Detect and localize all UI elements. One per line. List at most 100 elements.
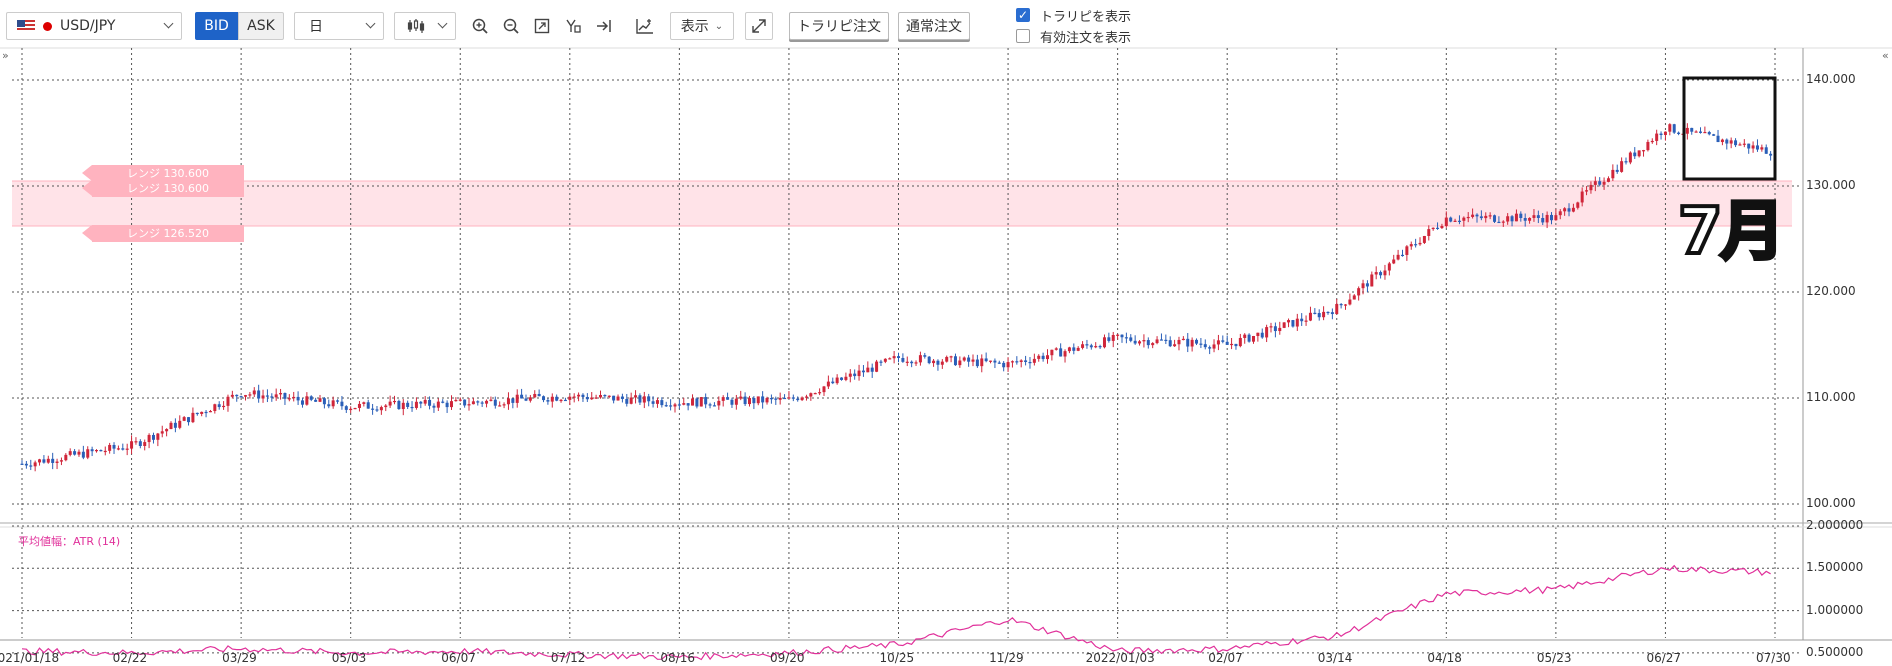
candle-body	[287, 398, 291, 400]
candle-body	[1497, 221, 1501, 224]
candle-body	[743, 396, 747, 405]
candle-body	[1668, 124, 1672, 132]
checkbox-checked-icon: ✓	[1016, 8, 1030, 22]
candle-body	[1593, 181, 1597, 185]
candle-body	[1089, 345, 1093, 348]
candle-body	[581, 394, 585, 397]
time-tick-label: 05/03	[331, 651, 367, 665]
candle-body	[831, 381, 835, 384]
candle-body	[1755, 145, 1759, 150]
candle-body	[638, 395, 642, 403]
candle-body	[1370, 274, 1374, 287]
candle-body	[1379, 272, 1383, 276]
candle-body	[279, 392, 283, 395]
candle-body	[559, 399, 563, 402]
candle-body	[59, 460, 63, 462]
candle-body	[1663, 131, 1667, 136]
show-active-orders-toggle[interactable]: 有効注文を表示	[1016, 27, 1196, 46]
candle-body	[375, 409, 379, 411]
candle-body	[1541, 217, 1545, 223]
grid	[12, 48, 1800, 654]
time-tick-label: 04/18	[1427, 651, 1462, 665]
candle-body	[1076, 347, 1080, 351]
candle-body	[1418, 242, 1422, 245]
candle-body	[1729, 140, 1733, 144]
candle-body	[384, 405, 388, 408]
candle-body	[765, 398, 769, 403]
candle-body	[20, 463, 24, 465]
candle-body	[1598, 181, 1602, 185]
candle-body	[349, 408, 353, 411]
time-tick-label: 02/22	[112, 651, 148, 665]
candle-body	[1365, 283, 1369, 287]
highlight-box	[1682, 76, 1777, 181]
chart-type-select[interactable]	[394, 12, 456, 40]
range-tag[interactable]: レンジ 130.600	[82, 180, 244, 197]
candle-body	[1405, 246, 1409, 255]
candle-body	[1116, 334, 1120, 336]
candle-body	[81, 451, 85, 458]
candle-body	[1387, 263, 1391, 271]
zoom-in-icon[interactable]	[467, 12, 493, 40]
candle-body	[861, 370, 865, 373]
candle-body	[160, 431, 164, 434]
candle-body	[406, 402, 410, 407]
candle-body	[866, 367, 870, 373]
candle-body	[1173, 344, 1177, 347]
candle-body	[594, 397, 598, 399]
candle-body	[1015, 361, 1019, 363]
candle-body	[143, 442, 147, 447]
candle-body	[800, 397, 804, 401]
candle-body	[467, 404, 471, 406]
bid-button[interactable]: BID	[195, 12, 238, 40]
candle-body	[340, 401, 344, 407]
candle-body	[712, 405, 716, 407]
zoom-out-icon[interactable]	[498, 12, 524, 40]
candle-body	[1195, 339, 1199, 344]
candle-body	[537, 393, 541, 397]
show-trarip-toggle[interactable]: ✓ トラリピを表示	[1016, 6, 1196, 25]
range-tag[interactable]: レンジ 130.600	[82, 165, 244, 182]
candle-body	[1120, 334, 1124, 338]
candle-body	[555, 396, 559, 401]
ask-button[interactable]: ASK	[238, 12, 284, 40]
candle-body	[835, 377, 839, 384]
candle-body	[1010, 361, 1014, 363]
range-tag[interactable]: レンジ 126.520	[82, 225, 244, 242]
candle-body	[927, 356, 931, 364]
candle-body	[42, 459, 46, 463]
candle-body	[1427, 229, 1431, 236]
candle-body	[1094, 346, 1098, 348]
display-menu-button[interactable]: 表示 ⌄	[670, 12, 734, 40]
candle-body	[1479, 216, 1483, 219]
candle-body	[423, 399, 427, 404]
candle-body	[949, 356, 953, 358]
time-tick-label: 08/16	[660, 651, 695, 665]
candle-body	[217, 404, 221, 408]
expand-left-panel-icon[interactable]: »	[2, 49, 9, 62]
candle-body	[910, 361, 914, 364]
normal-order-button[interactable]: 通常注文	[898, 12, 970, 40]
trarip-order-button[interactable]: トラリピ注文	[789, 12, 889, 40]
expand-right-panel-icon[interactable]: «	[1882, 49, 1889, 62]
symbol-select[interactable]: USD/JPY	[6, 12, 182, 40]
period-select[interactable]: 日	[294, 12, 384, 40]
candle-body	[1742, 143, 1746, 145]
candle-body	[265, 395, 269, 397]
candle-body	[1558, 211, 1562, 216]
jump-to-latest-icon[interactable]	[591, 12, 617, 40]
candle-body	[804, 396, 808, 398]
fit-icon[interactable]	[529, 12, 555, 40]
time-tick-label: 06/07	[441, 651, 476, 665]
candle-body	[1024, 360, 1028, 362]
crosshair-icon[interactable]	[560, 12, 586, 40]
display-label: 表示	[680, 19, 709, 35]
candle-body	[1129, 337, 1133, 341]
candle-body	[463, 399, 467, 406]
expand-icon[interactable]	[745, 12, 773, 40]
candle-body	[844, 376, 848, 380]
indicator-icon[interactable]	[632, 12, 658, 40]
candle-body	[480, 402, 484, 404]
candle-body	[353, 407, 357, 410]
